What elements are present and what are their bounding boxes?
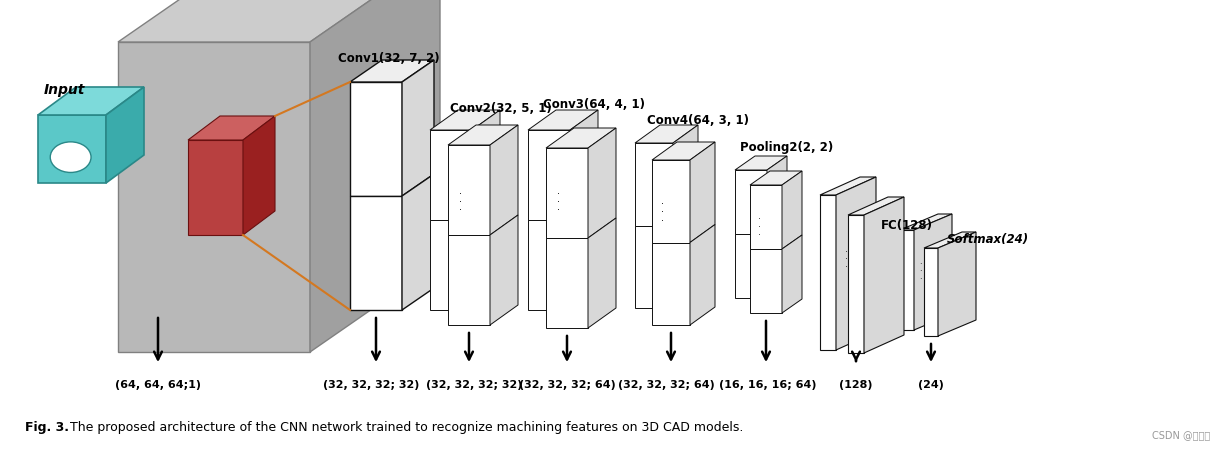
- Polygon shape: [750, 171, 803, 185]
- Polygon shape: [570, 200, 598, 310]
- Polygon shape: [691, 142, 715, 243]
- Text: (32, 32, 32; 32): (32, 32, 32; 32): [426, 380, 522, 390]
- Polygon shape: [547, 238, 588, 328]
- Polygon shape: [782, 171, 803, 249]
- Polygon shape: [430, 130, 471, 220]
- Polygon shape: [924, 248, 938, 336]
- Polygon shape: [528, 110, 598, 130]
- Polygon shape: [735, 234, 767, 298]
- Text: FC(128): FC(128): [881, 218, 933, 231]
- Polygon shape: [820, 177, 876, 195]
- Polygon shape: [448, 125, 518, 145]
- Text: ·
·
·: · · ·: [459, 189, 463, 216]
- Text: Conv2(32, 5, 1): Conv2(32, 5, 1): [451, 101, 551, 115]
- Polygon shape: [490, 215, 518, 325]
- Polygon shape: [900, 214, 952, 230]
- Polygon shape: [635, 125, 698, 143]
- Polygon shape: [471, 110, 500, 220]
- Polygon shape: [652, 142, 715, 160]
- Text: (128): (128): [840, 380, 873, 390]
- Text: The proposed architecture of the CNN network trained to recognize machining feat: The proposed architecture of the CNN net…: [70, 422, 744, 434]
- Polygon shape: [528, 130, 570, 220]
- Polygon shape: [547, 128, 616, 148]
- Polygon shape: [310, 0, 439, 352]
- Polygon shape: [430, 220, 471, 310]
- Polygon shape: [403, 174, 435, 310]
- Text: (32, 32, 32; 32): (32, 32, 32; 32): [323, 380, 420, 390]
- Polygon shape: [490, 125, 518, 235]
- Polygon shape: [900, 230, 913, 330]
- Text: Conv4(64, 3, 1): Conv4(64, 3, 1): [648, 114, 748, 126]
- Polygon shape: [635, 143, 673, 226]
- Polygon shape: [350, 196, 403, 310]
- Polygon shape: [547, 148, 588, 238]
- Polygon shape: [350, 60, 435, 82]
- Text: ·
·
·: · · ·: [661, 199, 664, 226]
- Text: Conv3(64, 4, 1): Conv3(64, 4, 1): [543, 98, 645, 111]
- Polygon shape: [448, 145, 490, 235]
- Polygon shape: [820, 195, 836, 350]
- Polygon shape: [243, 116, 275, 235]
- Polygon shape: [106, 87, 144, 183]
- Polygon shape: [848, 215, 864, 353]
- Polygon shape: [350, 82, 403, 196]
- Polygon shape: [750, 249, 782, 313]
- Polygon shape: [403, 60, 435, 196]
- Polygon shape: [652, 243, 691, 325]
- Polygon shape: [750, 185, 782, 249]
- Text: CSDN @幽殇默: CSDN @幽殇默: [1152, 430, 1210, 440]
- Text: (32, 32, 32; 64): (32, 32, 32; 64): [518, 380, 616, 390]
- Text: ·
·
·: · · ·: [918, 260, 921, 284]
- Text: ·
·
·: · · ·: [844, 248, 847, 272]
- Polygon shape: [652, 160, 691, 243]
- Polygon shape: [924, 232, 976, 248]
- Polygon shape: [471, 200, 500, 310]
- Polygon shape: [430, 110, 500, 130]
- Text: Input: Input: [43, 83, 85, 97]
- Polygon shape: [188, 116, 275, 140]
- Polygon shape: [782, 235, 803, 313]
- Polygon shape: [913, 214, 952, 330]
- Polygon shape: [864, 197, 904, 353]
- Text: (32, 32, 32; 64): (32, 32, 32; 64): [618, 380, 714, 390]
- Ellipse shape: [50, 142, 91, 172]
- Polygon shape: [673, 207, 698, 308]
- Polygon shape: [118, 42, 310, 352]
- Polygon shape: [188, 140, 243, 235]
- Polygon shape: [691, 225, 715, 325]
- Polygon shape: [570, 110, 598, 220]
- Polygon shape: [735, 170, 767, 234]
- Text: ·
·
·: · · ·: [757, 216, 761, 239]
- Text: Conv1(32, 7, 2): Conv1(32, 7, 2): [339, 51, 439, 64]
- Text: ·
·
·: · · ·: [558, 189, 560, 216]
- Text: Fig. 3.: Fig. 3.: [25, 422, 69, 434]
- Polygon shape: [938, 232, 976, 336]
- Polygon shape: [588, 128, 616, 238]
- Text: (24): (24): [918, 380, 944, 390]
- Polygon shape: [588, 218, 616, 328]
- Polygon shape: [735, 156, 787, 170]
- Text: Pooling2(2, 2): Pooling2(2, 2): [740, 142, 833, 155]
- Text: (64, 64, 64;1): (64, 64, 64;1): [114, 380, 201, 390]
- Polygon shape: [38, 87, 144, 115]
- Text: Softmax(24): Softmax(24): [947, 234, 1029, 247]
- Polygon shape: [767, 220, 787, 298]
- Polygon shape: [836, 177, 876, 350]
- Polygon shape: [118, 0, 439, 42]
- Polygon shape: [673, 125, 698, 226]
- Polygon shape: [528, 220, 570, 310]
- Polygon shape: [38, 115, 106, 183]
- Polygon shape: [448, 235, 490, 325]
- Polygon shape: [767, 156, 787, 234]
- Polygon shape: [635, 226, 673, 308]
- Text: (16, 16, 16; 64): (16, 16, 16; 64): [719, 380, 816, 390]
- Polygon shape: [848, 197, 904, 215]
